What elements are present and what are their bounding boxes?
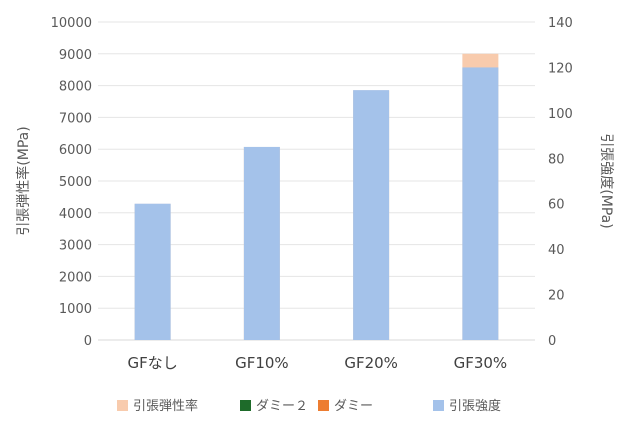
legend-swatch bbox=[240, 400, 251, 411]
y2-tick-label: 0 bbox=[548, 334, 556, 349]
legend-swatch bbox=[117, 400, 128, 411]
y-axis-right-title: 引張強度(MPa) bbox=[598, 133, 614, 228]
x-tick-label: GF30% bbox=[454, 354, 508, 372]
bar-引張強度 bbox=[353, 90, 390, 341]
y2-tick-label: 40 bbox=[548, 243, 565, 258]
legend-label: 引張強度 bbox=[449, 398, 501, 414]
bars bbox=[134, 53, 499, 341]
legend-item: 引張弾性率 bbox=[117, 398, 198, 414]
y2-tick-label: 60 bbox=[548, 198, 565, 213]
legend-item: ダミー bbox=[318, 399, 373, 414]
legend-label: 引張弾性率 bbox=[133, 398, 198, 414]
bar-引張強度 bbox=[462, 67, 499, 340]
legend-item: 引張強度 bbox=[433, 398, 501, 414]
y-tick-label: 3000 bbox=[59, 239, 92, 254]
y2-tick-label: 100 bbox=[548, 107, 573, 122]
legend-swatch bbox=[318, 400, 329, 411]
y-tick-label: 1000 bbox=[59, 302, 92, 317]
y2-tick-label: 20 bbox=[548, 289, 565, 304]
legend: 引張弾性率 ダミー２ ダミー 引張強度 bbox=[117, 398, 501, 414]
y2-tick-label: 140 bbox=[548, 16, 573, 31]
y2-tick-label: 120 bbox=[548, 61, 573, 76]
y-tick-label: 0 bbox=[84, 334, 92, 349]
legend-swatch bbox=[433, 400, 444, 411]
y-tick-label: 9000 bbox=[59, 48, 92, 63]
y-tick-label: 7000 bbox=[59, 111, 92, 126]
legend-label: ダミー２ bbox=[256, 399, 308, 414]
x-tick-label: GF20% bbox=[344, 354, 398, 372]
x-axis-category-labels: GFなし GF10% GF20% GF30% bbox=[127, 354, 507, 372]
legend-item: ダミー２ bbox=[240, 399, 308, 414]
legend-label: ダミー bbox=[334, 399, 373, 414]
bar-引張強度 bbox=[134, 203, 171, 340]
y-tick-label: 8000 bbox=[59, 80, 92, 95]
y2-tick-label: 80 bbox=[548, 152, 565, 167]
y-tick-label: 5000 bbox=[59, 175, 92, 190]
y-axis-right-ticks: 0 20 40 60 80 100 120 140 bbox=[548, 16, 573, 349]
y-tick-label: 10000 bbox=[51, 16, 92, 31]
gridlines bbox=[98, 21, 535, 341]
y-axis-left-ticks: 0 1000 2000 3000 4000 5000 6000 7000 8000 9000 100… bbox=[51, 16, 92, 349]
bar-引張強度 bbox=[243, 146, 280, 340]
x-tick-label: GF10% bbox=[235, 354, 289, 372]
x-tick-label: GFなし bbox=[127, 354, 177, 372]
y-tick-label: 6000 bbox=[59, 143, 92, 158]
y-tick-label: 2000 bbox=[59, 270, 92, 285]
y-tick-label: 4000 bbox=[59, 207, 92, 222]
y-axis-left-title: 引張弾性率(MPa) bbox=[15, 126, 32, 235]
